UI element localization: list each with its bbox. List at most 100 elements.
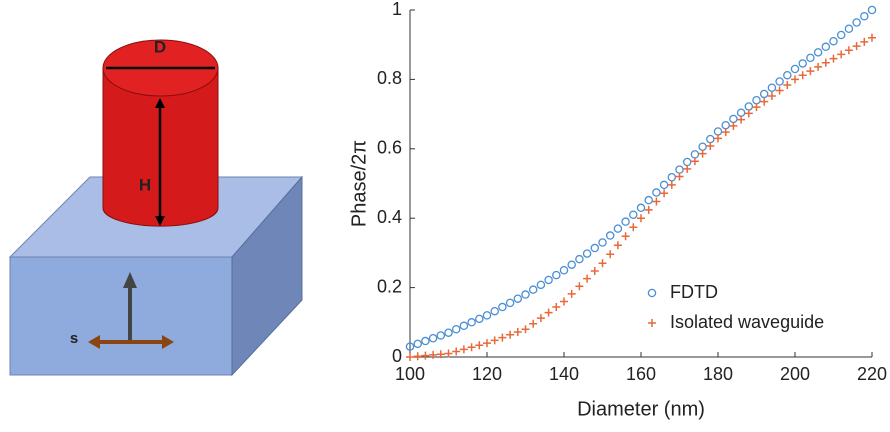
- point: [775, 77, 784, 86]
- point: [798, 59, 807, 68]
- point: [644, 195, 653, 205]
- point: [783, 70, 792, 80]
- point: [659, 180, 669, 190]
- label-h: H: [139, 175, 151, 194]
- point: [629, 223, 638, 232]
- point: [490, 306, 499, 316]
- point: [690, 150, 700, 159]
- point: [752, 103, 761, 112]
- point: [475, 341, 484, 350]
- x-axis-label: Diameter (nm): [577, 398, 705, 420]
- point: [506, 330, 515, 339]
- point: [821, 42, 831, 52]
- point: [521, 290, 530, 299]
- x-tick-label: 160: [626, 364, 656, 384]
- point: [536, 280, 546, 290]
- point: [744, 102, 754, 111]
- label-d: D: [154, 37, 166, 56]
- point: [536, 314, 545, 323]
- point: [459, 321, 469, 331]
- point: [505, 298, 515, 308]
- point: [421, 351, 430, 360]
- point: [682, 157, 692, 167]
- point: [821, 58, 830, 67]
- point: [513, 294, 523, 303]
- point: [613, 241, 622, 250]
- point: [560, 297, 568, 306]
- point: [867, 5, 877, 15]
- point: [852, 42, 861, 51]
- point: [559, 265, 569, 275]
- point: [736, 108, 746, 117]
- x-tick-label: 220: [857, 364, 887, 384]
- point: [598, 259, 607, 268]
- point: [714, 134, 722, 143]
- point: [598, 238, 607, 247]
- y-tick-label: 0.6: [377, 138, 402, 158]
- point: [721, 120, 730, 130]
- point: [806, 67, 815, 76]
- point: [428, 334, 438, 343]
- point: [814, 62, 823, 71]
- point: [575, 254, 584, 264]
- point: [467, 343, 476, 352]
- point: [844, 46, 853, 55]
- point: [482, 311, 492, 320]
- point: [552, 270, 561, 280]
- point: [829, 36, 838, 46]
- point: [744, 109, 753, 118]
- x-tick-label: 100: [395, 364, 425, 384]
- arrowhead: [162, 335, 174, 349]
- point: [567, 260, 576, 269]
- point: [498, 302, 507, 312]
- point: [860, 37, 869, 46]
- point: [860, 11, 869, 21]
- point: [729, 114, 738, 124]
- point: [429, 350, 438, 359]
- y-axis-label: Phase/2π: [348, 140, 370, 227]
- point: [451, 324, 461, 334]
- point: [583, 274, 592, 283]
- point: [613, 224, 623, 233]
- arrowhead: [123, 272, 137, 288]
- point: [675, 165, 684, 174]
- point: [529, 319, 538, 328]
- label-s: s: [70, 330, 78, 347]
- point: [737, 115, 746, 124]
- diagram: D H s: [8, 37, 304, 377]
- point: [721, 128, 730, 137]
- point: [698, 142, 707, 151]
- point: [421, 336, 430, 346]
- point: [767, 83, 777, 92]
- legend-marker: [648, 319, 656, 327]
- point: [452, 347, 461, 356]
- point: [783, 80, 792, 89]
- point: [444, 349, 453, 358]
- point: [690, 157, 699, 166]
- point: [852, 18, 861, 27]
- point: [667, 180, 676, 189]
- point: [813, 48, 823, 57]
- box-front: [9, 256, 233, 376]
- point: [713, 127, 723, 136]
- point: [575, 282, 584, 291]
- point: [667, 173, 677, 182]
- point: [605, 231, 615, 240]
- point: [413, 339, 422, 349]
- point: [544, 308, 553, 317]
- point: [836, 30, 846, 40]
- x-tick-label: 140: [549, 364, 579, 384]
- point: [590, 243, 600, 253]
- point: [436, 331, 446, 340]
- point: [798, 71, 807, 80]
- point: [513, 328, 522, 337]
- point: [483, 339, 491, 348]
- point: [467, 318, 476, 327]
- point: [706, 142, 715, 151]
- arrowhead: [155, 98, 165, 108]
- point: [436, 350, 445, 359]
- point: [413, 352, 422, 361]
- y-tick-label: 0.2: [377, 276, 402, 296]
- point: [459, 345, 468, 354]
